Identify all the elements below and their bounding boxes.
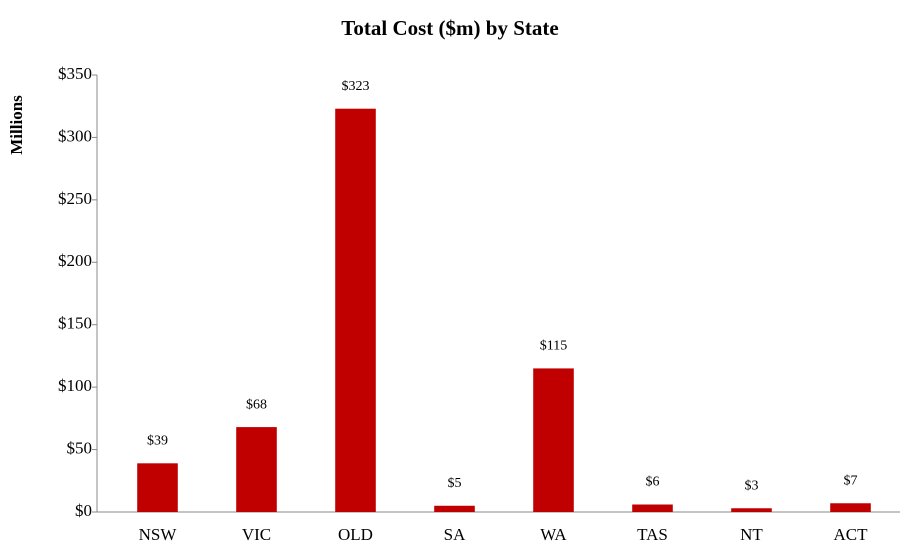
y-axis-label: Millions — [7, 95, 26, 155]
bar — [533, 368, 574, 512]
value-label: $7 — [844, 473, 858, 488]
value-label: $68 — [246, 397, 267, 412]
bar — [632, 504, 673, 512]
bar — [236, 427, 277, 512]
value-label: $115 — [540, 339, 567, 354]
bar — [830, 503, 871, 512]
y-tick-label: $100 — [58, 376, 92, 395]
bar — [335, 108, 376, 512]
bar — [731, 508, 772, 512]
value-label: $3 — [745, 478, 759, 493]
x-tick-label: TAS — [637, 525, 668, 544]
chart-title: Total Cost ($m) by State — [341, 16, 558, 40]
y-tick-label: $50 — [67, 438, 93, 457]
x-tick-label: OLD — [338, 525, 373, 544]
x-tick-label: NSW — [139, 525, 178, 544]
y-tick-label: $0 — [75, 501, 92, 520]
y-tick-label: $200 — [58, 251, 92, 270]
value-label: $6 — [646, 475, 660, 490]
y-tick-label: $150 — [58, 314, 92, 333]
bar — [434, 505, 475, 512]
x-tick-label: SA — [444, 525, 466, 544]
value-label: $39 — [147, 434, 168, 449]
bar — [137, 463, 178, 512]
y-tick-label: $300 — [58, 126, 92, 145]
value-label: $5 — [448, 476, 462, 491]
x-tick-label: VIC — [242, 525, 271, 544]
x-tick-label: WA — [540, 525, 567, 544]
value-label: $323 — [342, 79, 370, 94]
y-tick-label: $350 — [58, 64, 92, 83]
x-tick-label: NT — [740, 525, 763, 544]
x-tick-label: ACT — [834, 525, 869, 544]
y-tick-label: $250 — [58, 189, 92, 208]
